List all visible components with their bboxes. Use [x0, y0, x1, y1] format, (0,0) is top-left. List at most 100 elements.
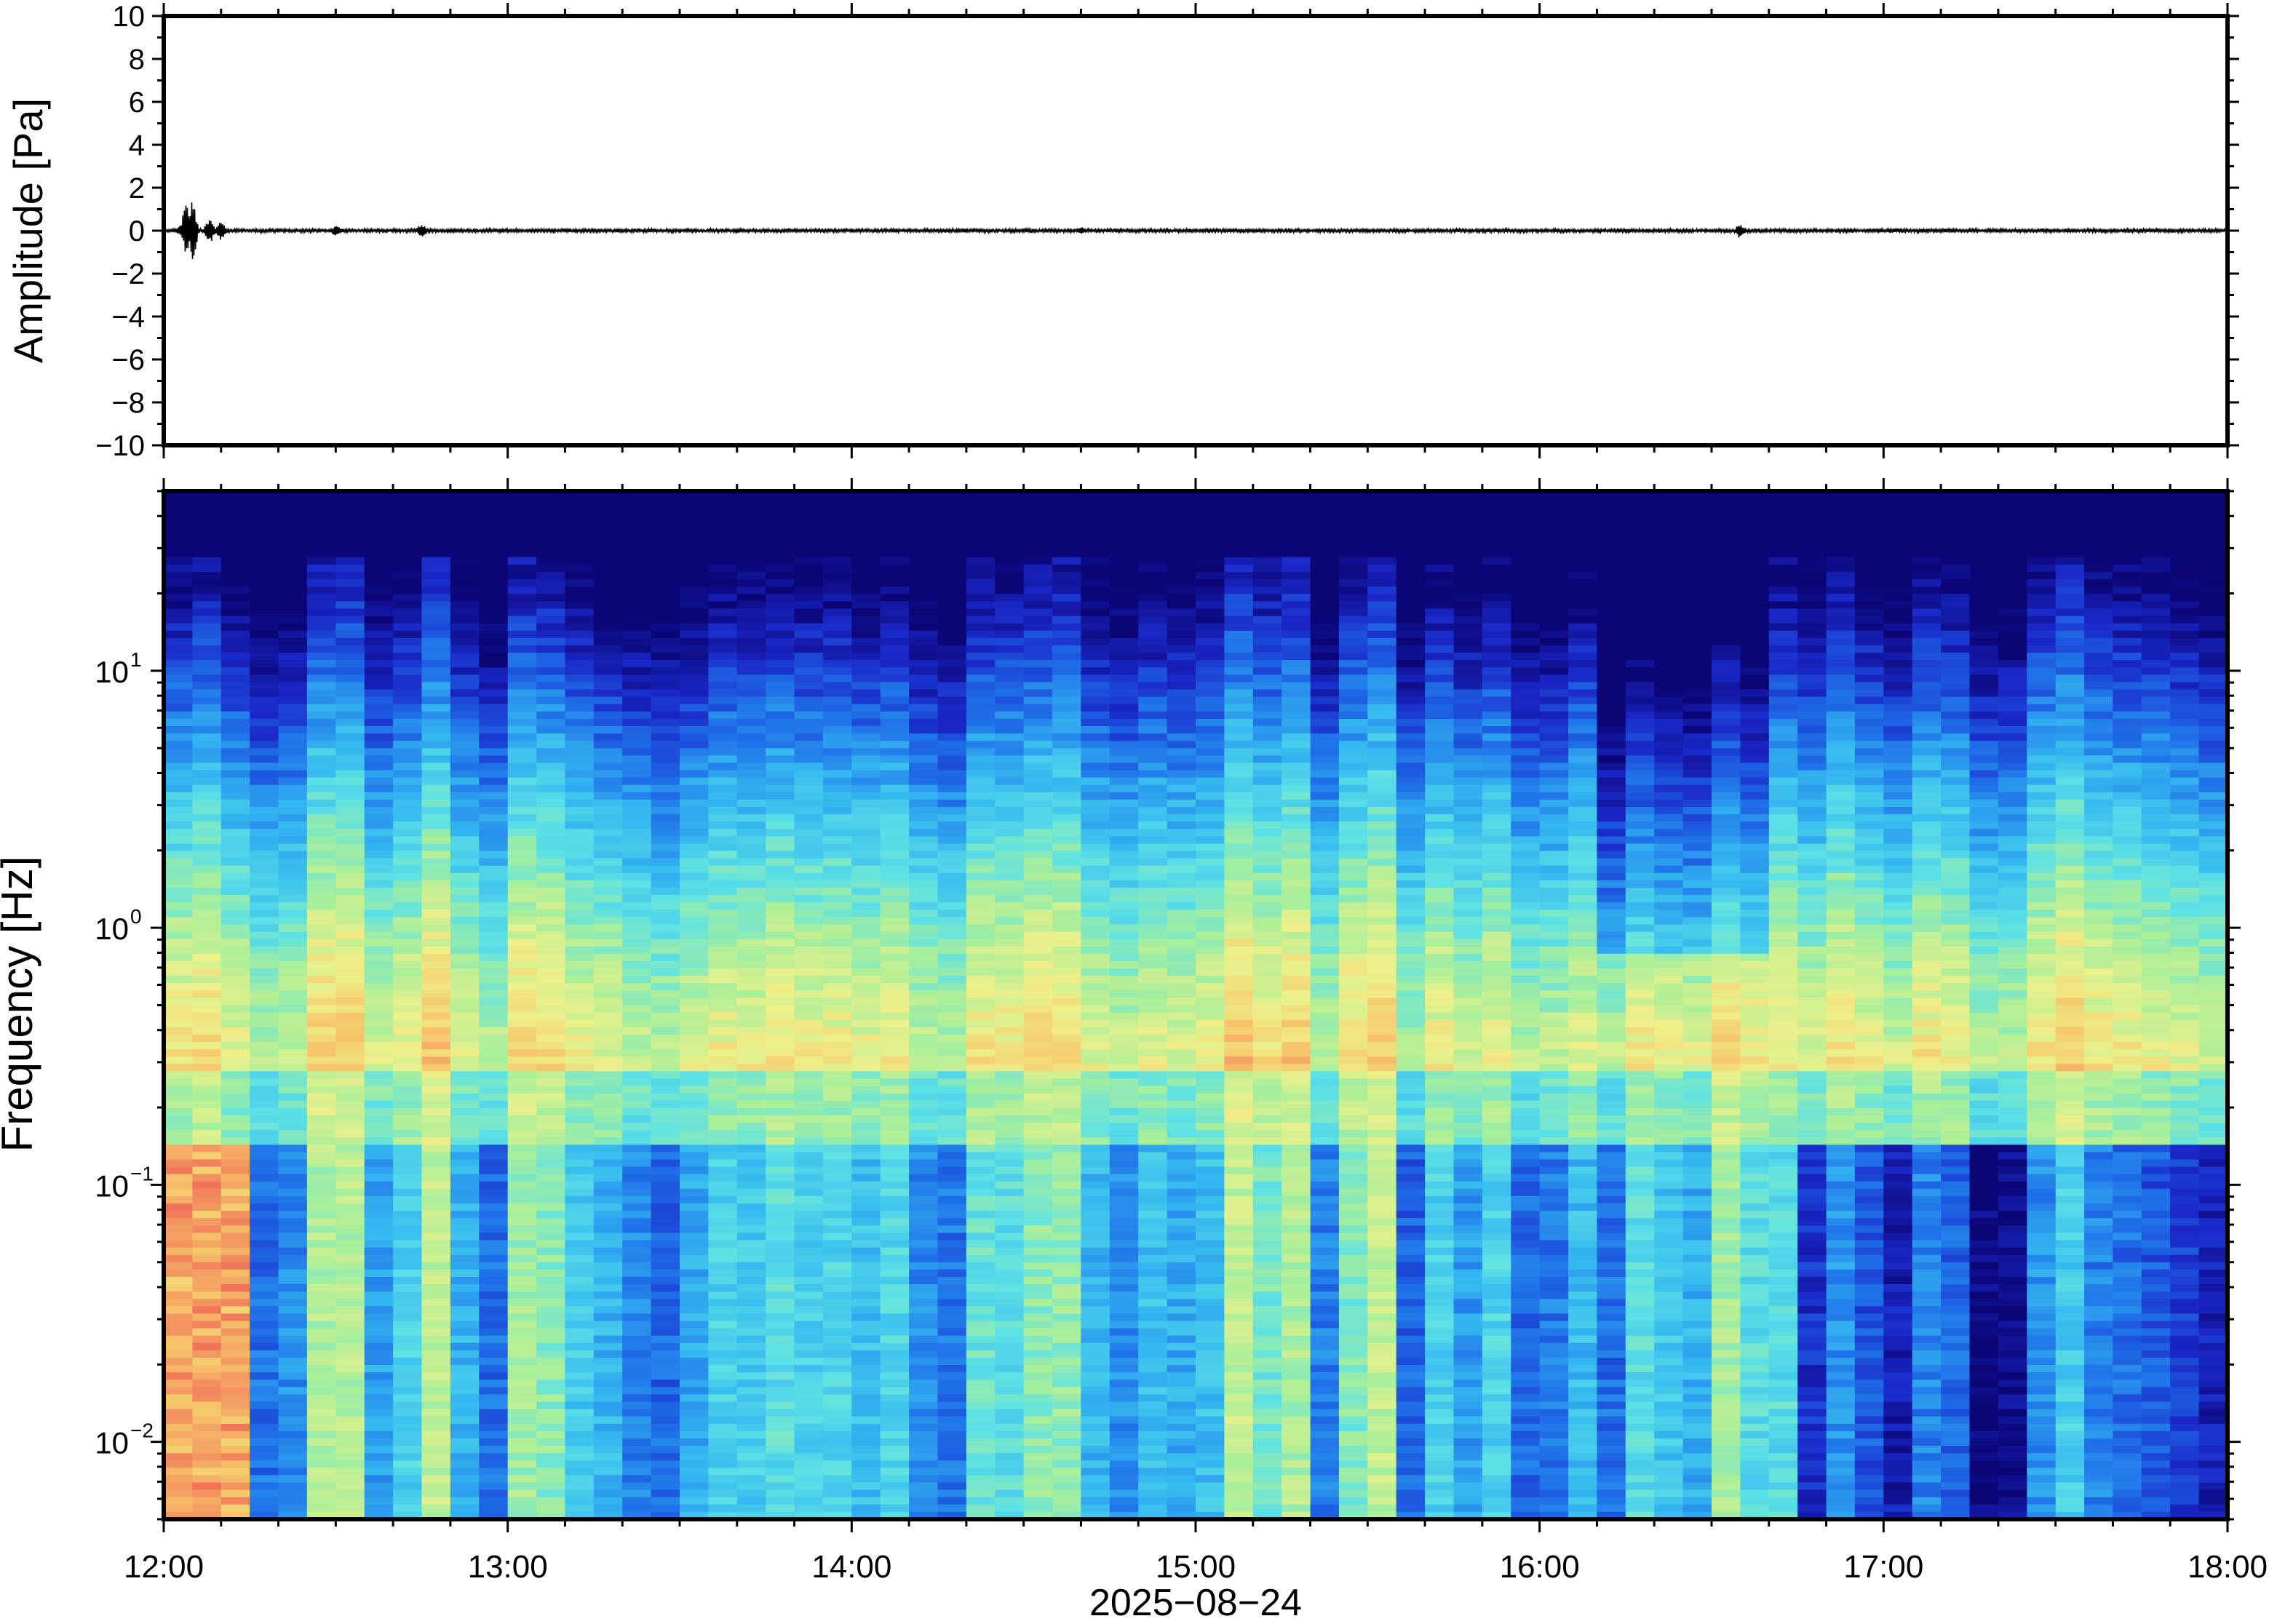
spectrogram-cell [937, 549, 967, 558]
spectrogram-cell [306, 594, 337, 602]
spectrogram-cell [450, 1130, 480, 1138]
spectrogram-cell [1081, 968, 1110, 976]
spectrogram-cell [393, 1195, 423, 1204]
spectrogram-cell [651, 1225, 680, 1234]
spectrogram-cell [680, 1453, 710, 1462]
spectrogram-cell [278, 1203, 308, 1211]
spectrogram-cell [278, 880, 308, 888]
spectrogram-cell [851, 557, 881, 565]
spectrogram-cell [995, 1137, 1025, 1146]
spectrogram-cell [966, 1086, 996, 1094]
spectrogram-cell [1138, 542, 1168, 551]
spectrogram-cell [536, 1240, 566, 1249]
spectrogram-cell [766, 653, 795, 661]
spectrogram-cell [736, 1159, 766, 1168]
spectrogram-cell [966, 718, 996, 727]
spectrogram-cell [250, 946, 279, 955]
spectrogram-cell [220, 1130, 250, 1138]
spectrogram-cell [995, 623, 1025, 632]
spectrogram-cell [335, 1042, 365, 1050]
spectrogram-cell [680, 689, 710, 698]
spectrogram-cell [995, 821, 1025, 830]
spectrogram-cell [766, 1218, 795, 1227]
spectrogram-cell [1138, 1342, 1168, 1351]
spectrogram-cell [220, 880, 250, 888]
spectrogram-cell [794, 939, 824, 947]
spectrogram-cell [278, 1350, 308, 1358]
spectrogram-cell [479, 1475, 509, 1484]
spectrogram-cell [1167, 829, 1196, 837]
spectrogram-cell [335, 718, 365, 727]
spectrogram-cell [192, 1350, 222, 1358]
spectrogram-cell [335, 1195, 365, 1204]
spectrogram-cell [937, 1181, 967, 1190]
spectrogram-cell [393, 1071, 423, 1080]
spectrogram-cell [479, 1100, 509, 1109]
spectrogram-cell [192, 924, 222, 933]
spectrogram-cell [565, 1276, 595, 1285]
spectrogram-cell [1081, 1350, 1110, 1358]
spectrogram-cell [278, 821, 308, 830]
spectrogram-cell [822, 1276, 853, 1285]
spectrogram-cell [937, 660, 967, 668]
spectrogram-cell [909, 1475, 939, 1484]
spectrogram-cell [822, 616, 853, 624]
spectrogram-cell [335, 1365, 365, 1373]
spectrogram-cell [220, 917, 250, 926]
spectrogram-cell [851, 1218, 881, 1227]
spectrogram-cell [622, 1086, 652, 1094]
spectrogram-cell [851, 1019, 881, 1028]
spectrogram-cell [393, 1401, 423, 1410]
spectrogram-cell [364, 1299, 394, 1307]
spectrogram-cell [794, 872, 824, 881]
spectrogram-cell [1109, 1034, 1139, 1043]
spectrogram-cell [851, 1254, 881, 1263]
spectrogram-cell [909, 616, 939, 624]
spectrogram-cell [536, 491, 566, 499]
spectrogram-cell [507, 851, 537, 859]
spectrogram-cell [393, 1342, 423, 1351]
spectrogram-cell [1081, 528, 1110, 536]
spectrogram-cell [192, 1005, 222, 1014]
spectrogram-cell [822, 1100, 853, 1109]
spectrogram-cell [565, 601, 595, 610]
spectrogram-cell [708, 682, 738, 690]
spectrogram-cell [507, 1159, 537, 1168]
spectrogram-cell [937, 1049, 967, 1057]
spectrogram-cell [880, 1093, 910, 1102]
spectrogram-cell [593, 513, 623, 522]
spectrogram-cell [278, 990, 308, 999]
spectrogram-cell [822, 1005, 853, 1014]
spectrogram-cell [593, 1056, 623, 1065]
spectrogram-cell [995, 711, 1025, 720]
spectrogram-cell [880, 851, 910, 859]
spectrogram-cell [1052, 1225, 1082, 1234]
spectrogram-cell [966, 594, 996, 602]
spectrogram-cell [1109, 1093, 1139, 1102]
spectrogram-cell [651, 557, 680, 565]
spectrogram-cell [822, 917, 853, 926]
spectrogram-cell [680, 1145, 710, 1153]
spectrogram-cell [192, 872, 222, 881]
spectrogram-cell [1081, 763, 1110, 771]
spectrogram-cell [393, 1416, 423, 1425]
spectrogram-cell [937, 1438, 967, 1446]
spectrogram-cell [822, 696, 853, 705]
spectrogram-cell [1052, 1152, 1082, 1161]
spectrogram-cell [766, 851, 795, 859]
spectrogram-cell [565, 1401, 595, 1410]
spectrogram-cell [565, 1335, 595, 1344]
spectrogram-cell [1023, 1254, 1053, 1263]
spectrogram-cell [393, 1240, 423, 1249]
spectrogram-cell [909, 513, 939, 522]
spectrogram-cell [593, 1350, 623, 1358]
spectrogram-cell [1052, 1313, 1082, 1322]
spectrogram-cell [250, 902, 279, 911]
spectrogram-cell [421, 1027, 451, 1035]
spectrogram-cell [851, 660, 881, 668]
spectrogram-cell [1138, 616, 1168, 624]
spectrogram-cell [507, 1306, 537, 1315]
spectrogram-cell [450, 630, 480, 639]
spectrogram-cell [164, 763, 194, 771]
spectrogram-cell [995, 1093, 1025, 1102]
